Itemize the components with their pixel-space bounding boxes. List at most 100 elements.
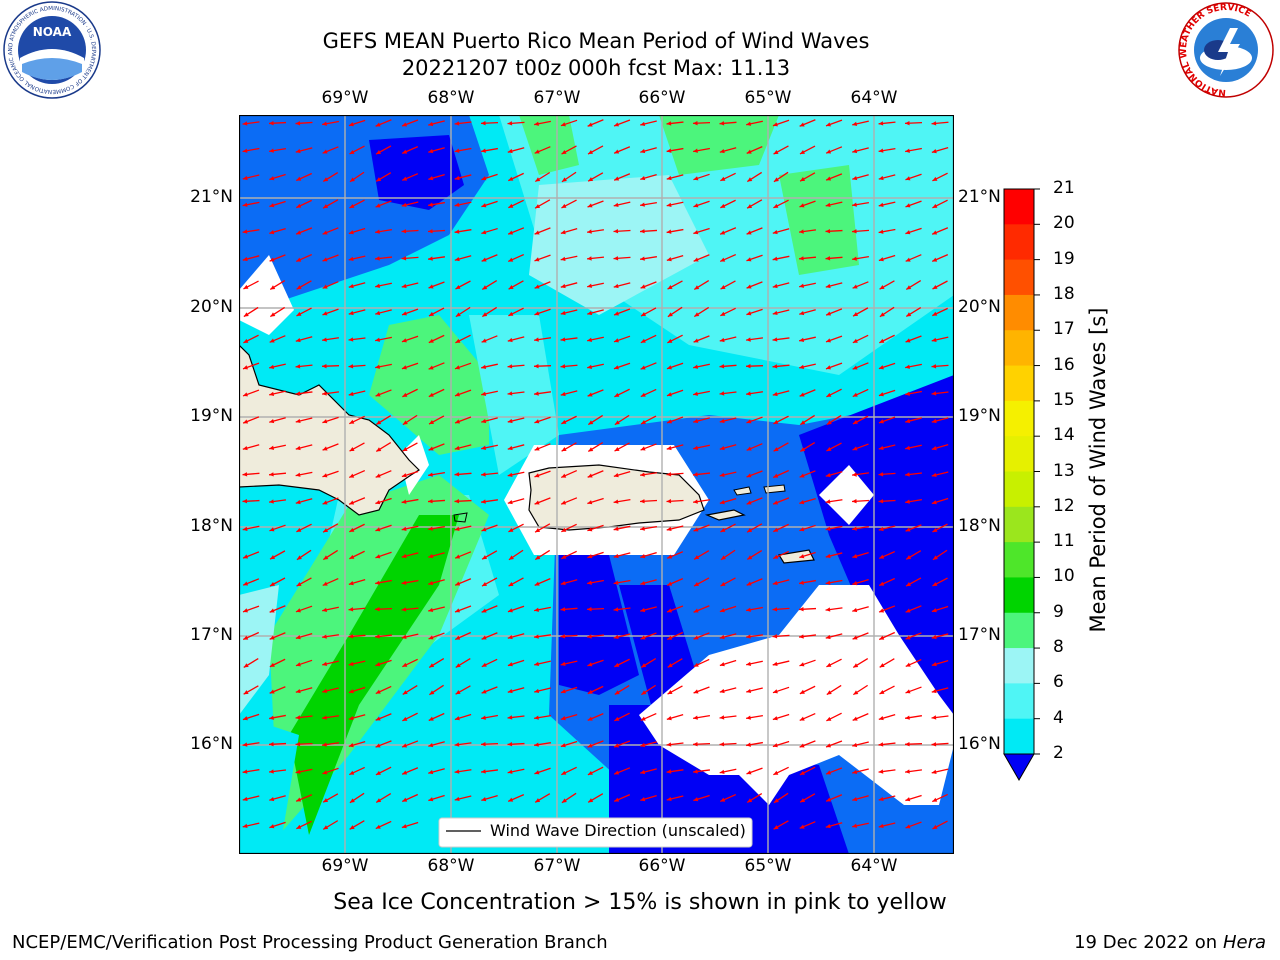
svg-text:NOAA: NOAA <box>33 25 72 39</box>
wave-direction-arrow <box>932 577 948 587</box>
wave-direction-arrow <box>401 201 419 208</box>
wave-direction-arrow <box>375 200 392 208</box>
wave-direction-arrow <box>613 362 631 370</box>
wave-direction-arrow <box>693 794 710 802</box>
wave-direction-arrow <box>693 605 710 613</box>
wave-direction-arrow <box>772 309 790 316</box>
colorbar-tick-label: 21 <box>1053 178 1075 198</box>
wave-direction-arrow <box>667 306 683 318</box>
wave-direction-arrow <box>295 336 313 343</box>
wave-direction-arrow <box>533 363 552 369</box>
colorbar-segment <box>1004 718 1034 755</box>
wave-direction-arrow <box>508 199 524 209</box>
wave-direction-arrow <box>375 551 392 559</box>
lat-label-left: 19°N <box>190 406 233 426</box>
wave-direction-arrow <box>586 634 605 639</box>
lon-label-top: 69°W <box>321 88 369 108</box>
wave-direction-arrow <box>878 769 896 774</box>
wave-direction-arrow <box>242 742 260 747</box>
wave-direction-arrow <box>905 254 922 262</box>
wave-direction-arrow <box>878 550 896 560</box>
wave-direction-arrow <box>799 414 816 426</box>
wave-direction-arrow <box>587 282 604 288</box>
wave-direction-arrow <box>852 362 869 370</box>
wave-direction-arrow <box>640 658 657 668</box>
wave-direction-arrow <box>481 173 498 181</box>
wave-direction-arrow <box>455 685 471 695</box>
wave-direction-arrow <box>931 605 949 613</box>
wave-direction-arrow <box>878 228 896 234</box>
wave-direction-arrow <box>560 607 578 612</box>
wave-direction-arrow <box>269 173 286 181</box>
wave-direction-arrow <box>242 525 260 531</box>
wave-direction-arrow <box>322 281 339 289</box>
wave-direction-arrow <box>878 577 896 587</box>
wave-direction-arrow <box>322 227 339 235</box>
wave-direction-arrow <box>879 685 895 695</box>
wave-direction-arrow <box>481 550 498 560</box>
wave-direction-arrow <box>481 417 498 424</box>
wave-direction-arrow <box>481 605 498 613</box>
wave-direction-arrow <box>269 228 286 235</box>
wave-direction-arrow <box>746 497 763 505</box>
wave-direction-arrow <box>746 606 763 612</box>
wave-direction-arrow <box>322 199 339 209</box>
wave-direction-arrow <box>242 713 260 721</box>
wave-direction-arrow <box>719 121 737 126</box>
wave-direction-arrow <box>428 201 445 207</box>
wave-direction-arrow <box>295 659 313 667</box>
wave-direction-arrow <box>534 578 551 586</box>
wave-direction-arrow <box>268 499 287 504</box>
wave-direction-arrow <box>428 120 445 127</box>
wave-direction-arrow <box>242 229 260 234</box>
wave-direction-arrow <box>931 715 949 720</box>
wave-direction-arrow <box>561 199 577 209</box>
wave-direction-arrow <box>852 255 869 261</box>
wave-direction-arrow <box>454 631 472 641</box>
wave-direction-arrow <box>878 147 896 153</box>
wave-direction-arrow <box>904 472 923 477</box>
wave-direction-arrow <box>295 147 313 154</box>
wave-direction-arrow <box>905 279 922 291</box>
wave-direction-arrow <box>242 389 260 397</box>
wave-direction-arrow <box>773 766 789 776</box>
wave-direction-arrow <box>375 229 392 234</box>
wave-direction-arrow <box>507 659 525 667</box>
colorbar-tick-label: 20 <box>1053 213 1075 234</box>
wave-direction-arrow <box>799 145 816 155</box>
wave-direction-arrow <box>348 634 366 639</box>
wave-direction-arrow <box>401 740 419 748</box>
wave-direction-arrow <box>534 742 551 747</box>
wave-direction-arrow <box>826 442 842 452</box>
wave-direction-arrow <box>322 549 339 561</box>
wave-direction-arrow <box>349 792 365 804</box>
wave-direction-arrow <box>401 821 419 829</box>
wave-direction-arrow <box>269 306 286 318</box>
wave-direction-arrow <box>481 147 498 153</box>
noaa-logo: NOAA NATIONAL OCEANIC AND ATMOSPHERIC AD… <box>0 0 101 99</box>
wave-direction-arrow <box>931 471 949 478</box>
wave-direction-arrow <box>349 820 365 830</box>
wave-direction-arrow <box>296 549 312 561</box>
wave-direction-arrow <box>720 199 736 209</box>
wave-direction-arrow <box>242 255 260 262</box>
wave-direction-arrow <box>534 416 551 424</box>
wave-direction-arrow <box>825 173 843 181</box>
wave-direction-arrow <box>242 174 260 181</box>
wave-direction-arrow <box>375 441 392 453</box>
wave-direction-arrow <box>348 741 366 748</box>
wave-direction-arrow <box>560 740 578 748</box>
wave-direction-arrow <box>321 634 340 639</box>
lon-label-bottom: 64°W <box>850 856 898 876</box>
wave-direction-arrow <box>905 632 922 640</box>
wave-direction-arrow <box>746 120 763 126</box>
wave-direction-arrow <box>242 822 260 828</box>
wave-direction-arrow <box>348 119 366 127</box>
wave-direction-arrow <box>905 821 922 829</box>
wave-direction-arrow <box>296 199 312 209</box>
wave-direction-arrow <box>561 792 577 804</box>
wave-direction-arrow <box>375 740 392 748</box>
wave-direction-arrow <box>719 659 737 667</box>
wave-direction-arrow <box>905 390 922 396</box>
colorbar-segment <box>1004 294 1034 331</box>
